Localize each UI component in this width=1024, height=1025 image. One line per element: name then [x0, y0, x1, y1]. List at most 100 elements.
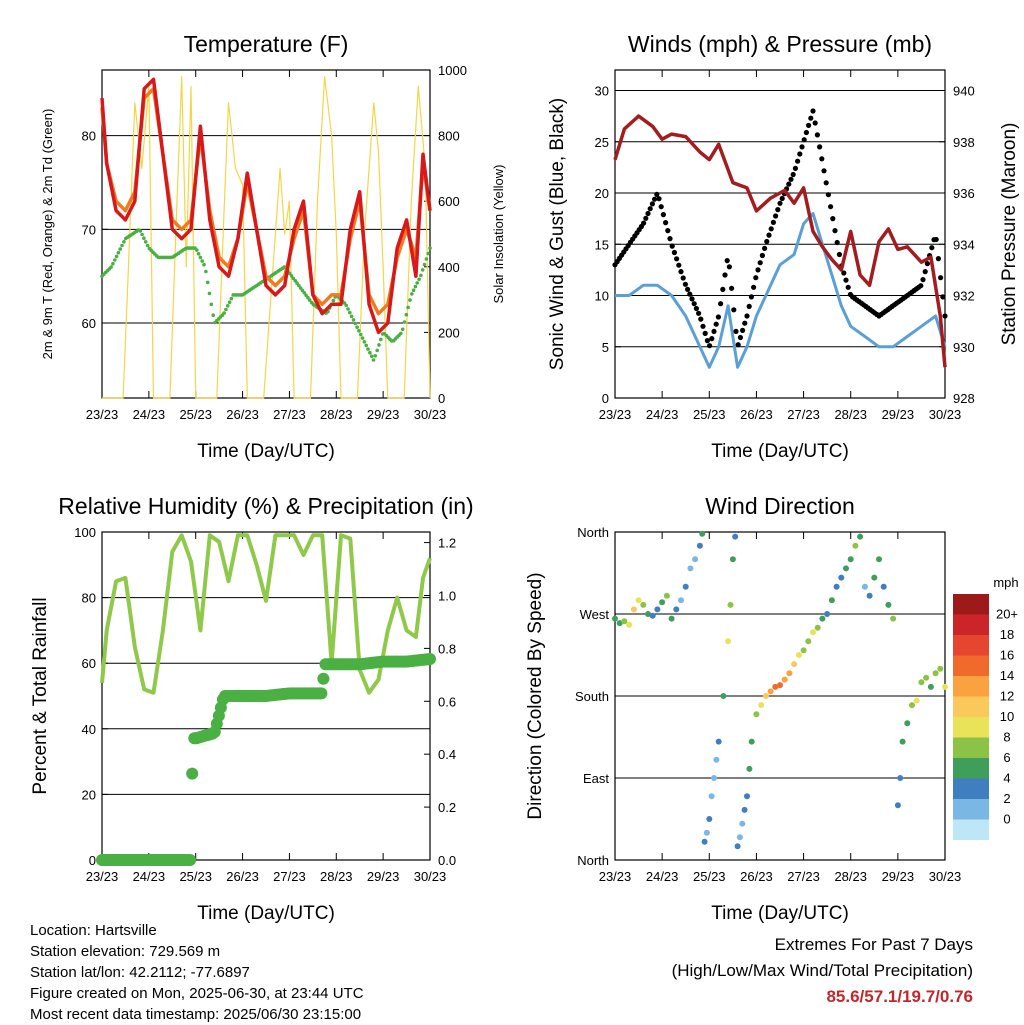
- panel1-ylabel: Sonic Wind & Gust (Blue, Black): [547, 98, 568, 370]
- dewpoint-point: [291, 276, 296, 281]
- gust-point: [922, 269, 928, 275]
- dewpoint-point: [205, 280, 210, 285]
- direction-point: [635, 597, 642, 604]
- direction-point: [932, 670, 939, 677]
- gust-point: [676, 262, 682, 268]
- dewpoint-point: [400, 327, 405, 332]
- dewpoint-point: [413, 284, 418, 289]
- colorbar-label: 8: [1003, 730, 1010, 745]
- direction-point: [918, 679, 925, 686]
- dewpoint-point: [114, 254, 119, 259]
- colorbar-swatch: [953, 717, 989, 738]
- rainfall-point: [317, 672, 330, 685]
- gust-point: [825, 192, 832, 198]
- gust-point: [722, 272, 728, 278]
- panel1-ytick-right-label: 938: [953, 135, 975, 150]
- gust-point: [823, 180, 829, 186]
- direction-point: [897, 775, 904, 781]
- dewpoint-point: [202, 262, 206, 267]
- direction-point: [791, 661, 798, 668]
- gust-point: [674, 256, 680, 262]
- direction-point: [819, 615, 826, 622]
- colorbar-swatch: [953, 614, 989, 635]
- rainfall-point: [186, 767, 199, 780]
- panel1-xtick-label: 29/23: [882, 407, 915, 422]
- dewpoint-point: [428, 246, 432, 250]
- panel1-xtick-label: 28/23: [834, 407, 867, 422]
- panel3-ytick-label: North: [577, 525, 609, 540]
- direction-point: [904, 720, 911, 727]
- extremes-subtitle: (High/Low/Max Wind/Total Precipitation): [671, 961, 973, 980]
- gust-point: [709, 336, 715, 342]
- colorbar-label: 10: [1000, 709, 1014, 724]
- colorbar-label: 4: [1003, 771, 1010, 786]
- dewpoint-point: [120, 243, 124, 248]
- gust-point: [691, 301, 697, 307]
- colorbar-swatch: [953, 635, 989, 656]
- panel2-ylabel: Percent & Total Rainfall: [30, 597, 51, 794]
- dewpoint-point: [422, 262, 427, 267]
- direction-point: [909, 702, 915, 709]
- gust-point: [935, 256, 942, 262]
- gust-point: [713, 321, 719, 327]
- gust-point: [836, 251, 843, 258]
- dewpoint-point: [410, 292, 414, 296]
- gust-point: [753, 275, 759, 281]
- gust-point: [649, 201, 656, 207]
- gust-point: [731, 307, 737, 313]
- panel1-ytick-right-label: 928: [953, 391, 975, 406]
- gust-point: [759, 252, 766, 259]
- panel3-ytick-label: South: [575, 689, 609, 704]
- dewpoint-point: [344, 303, 349, 308]
- direction-point: [715, 738, 722, 745]
- panel3-ytick-label: East: [583, 771, 609, 786]
- direction-point: [741, 806, 748, 813]
- dewpoint-point: [111, 261, 115, 266]
- direction-point: [786, 670, 793, 677]
- direction-point: [913, 697, 920, 704]
- direction-point: [828, 597, 835, 604]
- panel2-xtick-label: 25/23: [179, 869, 212, 884]
- gust-point: [834, 239, 840, 246]
- dewpoint-point: [426, 251, 431, 256]
- panel2-xtick-label: 26/23: [226, 869, 259, 884]
- direction-point: [626, 621, 633, 628]
- dewpoint-point: [377, 343, 381, 347]
- gust-point: [665, 228, 671, 234]
- direction-point: [746, 765, 753, 772]
- direction-point: [923, 674, 930, 681]
- gust-point: [702, 330, 708, 336]
- rainfall-point: [315, 687, 328, 700]
- dewpoint-point: [366, 347, 370, 351]
- panel1-ytick-label: 30: [595, 84, 609, 99]
- panel1-ytick-label: 20: [595, 186, 609, 201]
- dewpoint-point: [227, 300, 232, 305]
- direction-point: [649, 612, 656, 619]
- panel0-ytick-label: 70: [82, 222, 96, 237]
- gust-point: [801, 137, 807, 143]
- gust-point: [806, 122, 812, 128]
- panel1-ytick-label: 0: [602, 391, 609, 406]
- direction-point: [800, 647, 807, 654]
- dewpoint-point: [229, 296, 234, 301]
- gust-point: [808, 115, 814, 121]
- direction-point: [772, 683, 779, 690]
- panel2-title: Relative Humidity (%) & Precipitation (i…: [58, 493, 473, 519]
- direction-point: [876, 556, 882, 563]
- direction-point: [753, 711, 760, 718]
- dewpoint-point: [222, 311, 226, 315]
- panel0-frame: [101, 69, 431, 399]
- panel0-ytick-right-label: 200: [438, 325, 460, 340]
- direction-point: [880, 583, 887, 590]
- recent-text: Most recent data timestamp: 2025/06/30 2…: [30, 1006, 362, 1023]
- gust-point: [742, 320, 748, 326]
- direction-point: [616, 620, 623, 627]
- direction-point: [795, 652, 802, 658]
- direction-point: [861, 583, 868, 590]
- dewpoint-point: [207, 291, 212, 296]
- colorbar-swatch: [953, 799, 989, 820]
- panel1-title: Winds (mph) & Pressure (mb): [628, 31, 932, 57]
- gust-point: [942, 313, 948, 319]
- gust-point: [924, 261, 931, 267]
- temp-2m-line: [100, 77, 432, 335]
